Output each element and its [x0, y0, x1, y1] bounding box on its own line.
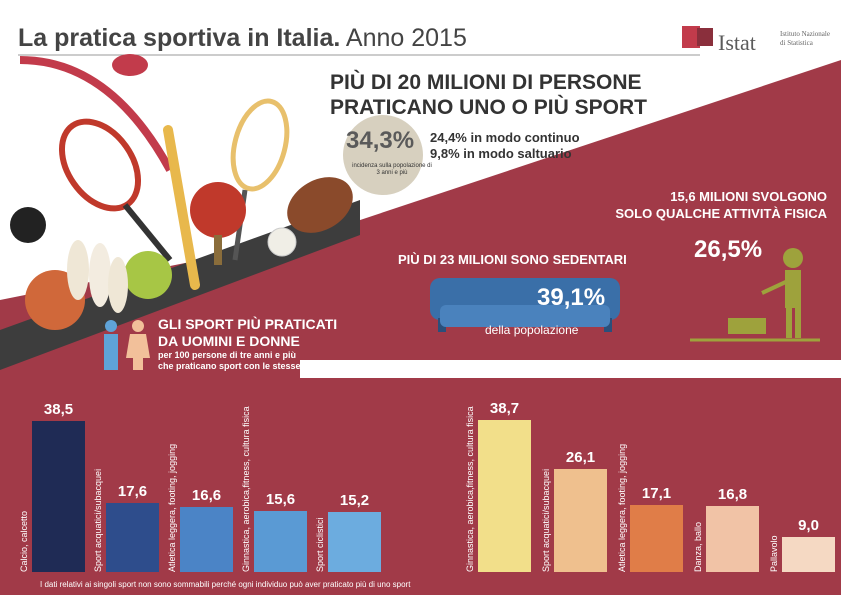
sports-sub-2: che praticano sport con le stesse caratt… [158, 361, 365, 371]
physical-activity-headline-2: SOLO QUALCHE ATTIVITÀ FISICA [615, 206, 827, 221]
bar-value-donne-0: 38,7 [489, 400, 520, 417]
overview-details: 24,4% in modo continuo 9,8% in modo salt… [430, 130, 580, 162]
bar-value-donne-3: 16,8 [717, 486, 748, 503]
bar-label-uomini-0: Calcio, calcetto [19, 510, 29, 572]
bar-label-donne-2: Atletica leggera, footing, jogging [617, 443, 627, 572]
bar-value-donne-4: 9,0 [798, 517, 819, 534]
physical-activity-headline-1: 15,6 MILIONI SVOLGONO [670, 189, 827, 204]
occasional-share: 9,8% in modo saltuario [430, 146, 572, 161]
bar-uomini-1 [106, 503, 159, 572]
overview-share: 34,3% [346, 127, 415, 154]
overview-headline: PIÙ DI 20 MILIONI DI PERSONE PRATICANO U… [330, 70, 647, 120]
sedentary-headline: PIÙ DI 23 MILIONI SONO SEDENTARI [398, 252, 627, 267]
istat-logo-mark [682, 26, 700, 48]
bar-value-uomini-3: 15,6 [265, 491, 296, 508]
sofa-icon [430, 278, 620, 332]
page-title: La pratica sportiva in Italia. Anno 2015 [18, 24, 467, 53]
sports-headline-1: GLI SPORT PIÙ PRATICATI [158, 316, 338, 332]
continuous-share: 24,4% in modo continuo [430, 130, 580, 145]
bar-label-uomini-1: Sport acquatici/subacquei [93, 468, 103, 572]
tennis-ball-icon [124, 251, 172, 299]
sports-headline-2: DA UOMINI E DONNE [158, 333, 300, 349]
bar-uomini-4 [328, 512, 381, 572]
istat-logo: Istat [718, 30, 756, 55]
overview-headline-1: PIÙ DI 20 MILIONI DI PERSONE [330, 71, 642, 94]
bar-value-donne-2: 17,1 [641, 485, 672, 502]
sports-sub-1: per 100 persone di tre anni e più [158, 350, 297, 360]
bar-value-uomini-0: 38,5 [43, 401, 74, 418]
racket-arc-icon [19, 56, 174, 172]
ping-pong-paddle-icon [190, 182, 246, 265]
bar-value-uomini-1: 17,6 [117, 483, 148, 500]
rugby-ball-icon [287, 177, 353, 233]
bar-label-donne-3: Danza, ballo [693, 521, 703, 572]
bar-uomini-3 [254, 511, 307, 572]
bowling-pins-icon [67, 240, 128, 313]
sports-headline: GLI SPORT PIÙ PRATICATI DA UOMINI E DONN… [158, 316, 337, 350]
bar-donne-3 [706, 506, 759, 572]
bar-donne-0 [478, 420, 531, 572]
man-woman-icon [104, 320, 150, 370]
sedentary-share: 39,1% [537, 284, 606, 311]
bar-donne-2 [630, 505, 683, 572]
bar-label-uomini-2: Atletica leggera, footing, jogging [167, 443, 177, 572]
bar-donne-4 [782, 537, 835, 572]
bar-label-uomini-3: Ginnastica, aerobica,fitness, cultura fi… [241, 406, 251, 572]
overview-headline-2: PRATICANO UNO O PIÙ SPORT [330, 96, 647, 119]
bar-label-donne-0: Ginnastica, aerobica,fitness, cultura fi… [465, 406, 475, 572]
physical-activity-headline: 15,6 MILIONI SVOLGONO SOLO QUALCHE ATTIV… [602, 188, 827, 222]
physical-activity-share: 26,5% [694, 236, 763, 263]
shuttlecock-icon [267, 227, 297, 257]
title-bold: La pratica sportiva in Italia. [18, 24, 341, 52]
tennis-racket-icon [58, 118, 173, 262]
title-year: Anno 2015 [345, 24, 467, 52]
bar-value-uomini-4: 15,2 [339, 492, 370, 509]
sedentary-sub: della popolazione [485, 323, 579, 337]
bat-icon [163, 125, 200, 290]
istat-logo-sub: Istituto Nazionale di Statistica [780, 30, 830, 47]
bar-label-donne-4: Pallavolo [769, 535, 779, 572]
bar-uomini-0 [32, 421, 85, 572]
sports-subheadline: per 100 persone di tre anni e più che pr… [158, 350, 365, 372]
frisbee-icon [112, 54, 148, 76]
overview-share-note: incidenza sulla popolazione di 3 anni e … [352, 163, 432, 176]
hockey-puck-icon [10, 207, 46, 243]
bar-donne-1 [554, 469, 607, 572]
bar-uomini-2 [180, 507, 233, 572]
share-disc [343, 115, 423, 195]
lawn-mower-person-icon [690, 248, 820, 342]
footnote: I dati relativi ai singoli sport non son… [40, 580, 411, 589]
bar-label-uomini-4: Sport ciclistici [315, 517, 325, 572]
bar-value-uomini-2: 16,6 [191, 487, 222, 504]
bar-value-donne-1: 26,1 [565, 449, 596, 466]
bar-label-donne-1: Sport acquatici/subacquei [541, 468, 551, 572]
